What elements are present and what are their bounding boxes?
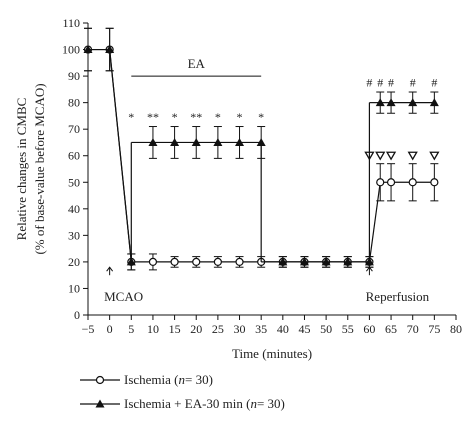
data-point [375, 98, 385, 107]
data-point [148, 137, 158, 146]
significance-star: * [172, 110, 178, 124]
y-tick-label: 80 [68, 96, 80, 110]
x-tick-label: 55 [342, 322, 354, 336]
data-point [343, 257, 353, 266]
data-point [126, 257, 136, 266]
x-tick-label: 15 [169, 322, 181, 336]
data-point [213, 257, 222, 267]
legend: Ischemia (n = 30) Ischemia + EA-30 min (… [80, 368, 285, 416]
legend-entry-ischemia: Ischemia (n = 30) [80, 368, 285, 392]
data-point [376, 178, 385, 187]
significance-star: * [128, 110, 134, 124]
legend-label-n: n [178, 372, 186, 387]
data-point [83, 45, 93, 54]
x-tick-label: 25 [212, 322, 224, 336]
significance-triangle [407, 151, 418, 161]
significance-star: * [237, 110, 243, 124]
data-point [235, 137, 245, 146]
data-point [364, 257, 374, 266]
series-ischemia-ea [83, 27, 439, 271]
data-point [321, 257, 331, 266]
y-tick-label: 90 [68, 69, 80, 83]
x-tick-label: 65 [385, 322, 397, 336]
legend-label-prefix: Ischemia ( [124, 372, 179, 387]
y-tick-label: 0 [74, 308, 80, 322]
significance-triangle [385, 151, 397, 161]
y-tick-label: 10 [68, 281, 80, 295]
significance-triangle [375, 151, 386, 161]
y-tick-label: 30 [68, 228, 80, 242]
open-circle-line-icon [80, 375, 120, 385]
data-point [213, 137, 223, 146]
significance-star: ** [190, 110, 202, 124]
x-tick-label: 80 [450, 322, 462, 336]
data-point [429, 98, 439, 107]
x-tick-label: 20 [190, 322, 202, 336]
annotation-label: MCAO [104, 289, 143, 304]
significance-hash: # [388, 76, 394, 90]
data-point [148, 257, 158, 267]
data-point [430, 178, 439, 187]
significance-triangle [429, 151, 440, 161]
x-tick-label: 45 [298, 322, 310, 336]
data-point [408, 178, 417, 187]
legend-label-suffix: = 30) [185, 372, 213, 387]
data-point [235, 257, 244, 267]
y-tick-label: 70 [68, 122, 80, 136]
x-tick-label: 70 [407, 322, 419, 336]
data-point [192, 257, 201, 267]
x-tick-label: 75 [428, 322, 440, 336]
x-axis-label: Time (minutes) [232, 346, 312, 361]
y-tick-label: 60 [68, 149, 80, 163]
annotation-arrowhead [106, 266, 114, 272]
x-tick-label: 30 [234, 322, 246, 336]
data-point [105, 45, 115, 54]
annotation-label: Reperfusion [366, 289, 430, 304]
significance-triangle [364, 151, 375, 161]
x-tick-label: 0 [107, 322, 113, 336]
data-point [256, 137, 266, 146]
y-tick-label: 50 [68, 175, 80, 189]
data-point [170, 137, 180, 146]
data-point [170, 257, 179, 267]
legend-label-suffix: = 30) [256, 396, 285, 411]
x-tick-label: 40 [277, 322, 289, 336]
y-axis-label: (% of base-value before MCAO) [32, 83, 47, 254]
data-point [386, 178, 396, 187]
significance-hash: # [377, 76, 383, 90]
x-tick-label: −5 [82, 322, 95, 336]
x-tick-label: 50 [320, 322, 332, 336]
y-tick-label: 100 [62, 43, 80, 57]
significance-star: ** [147, 110, 159, 124]
y-tick-label: 20 [68, 255, 80, 269]
y-axis-label: Relative changes in CMBC [14, 98, 29, 241]
annotation-arrowhead [366, 266, 373, 272]
data-point [408, 98, 418, 107]
series-line [368, 182, 381, 262]
chart: −5 0 5 10 15 20 25 30 35 40 45 50 55 60 65 70 75 80010203… [14, 16, 462, 361]
data-point [386, 98, 396, 107]
y-tick-label: 40 [68, 202, 80, 216]
significance-star: * [215, 110, 221, 124]
x-tick-label: 5 [128, 322, 134, 336]
x-tick-label: 10 [147, 322, 159, 336]
data-point [191, 137, 201, 146]
series-line [109, 49, 132, 262]
y-tick-label: 110 [62, 16, 80, 30]
significance-hash: # [431, 76, 437, 90]
significance-hash: # [366, 76, 372, 90]
data-point [299, 257, 309, 266]
x-tick-label: 60 [363, 322, 375, 336]
legend-label-n: n [250, 396, 257, 411]
legend-entry-ischemia-ea: Ischemia + EA-30 min (n = 30) [80, 392, 285, 416]
ea-label: EA [188, 56, 206, 71]
data-point [278, 257, 288, 266]
legend-label-prefix: Ischemia + EA-30 min ( [124, 396, 251, 411]
filled-triangle-line-icon [80, 399, 120, 408]
x-tick-label: 35 [255, 322, 267, 336]
significance-star: * [258, 110, 264, 124]
significance-hash: # [410, 76, 416, 90]
